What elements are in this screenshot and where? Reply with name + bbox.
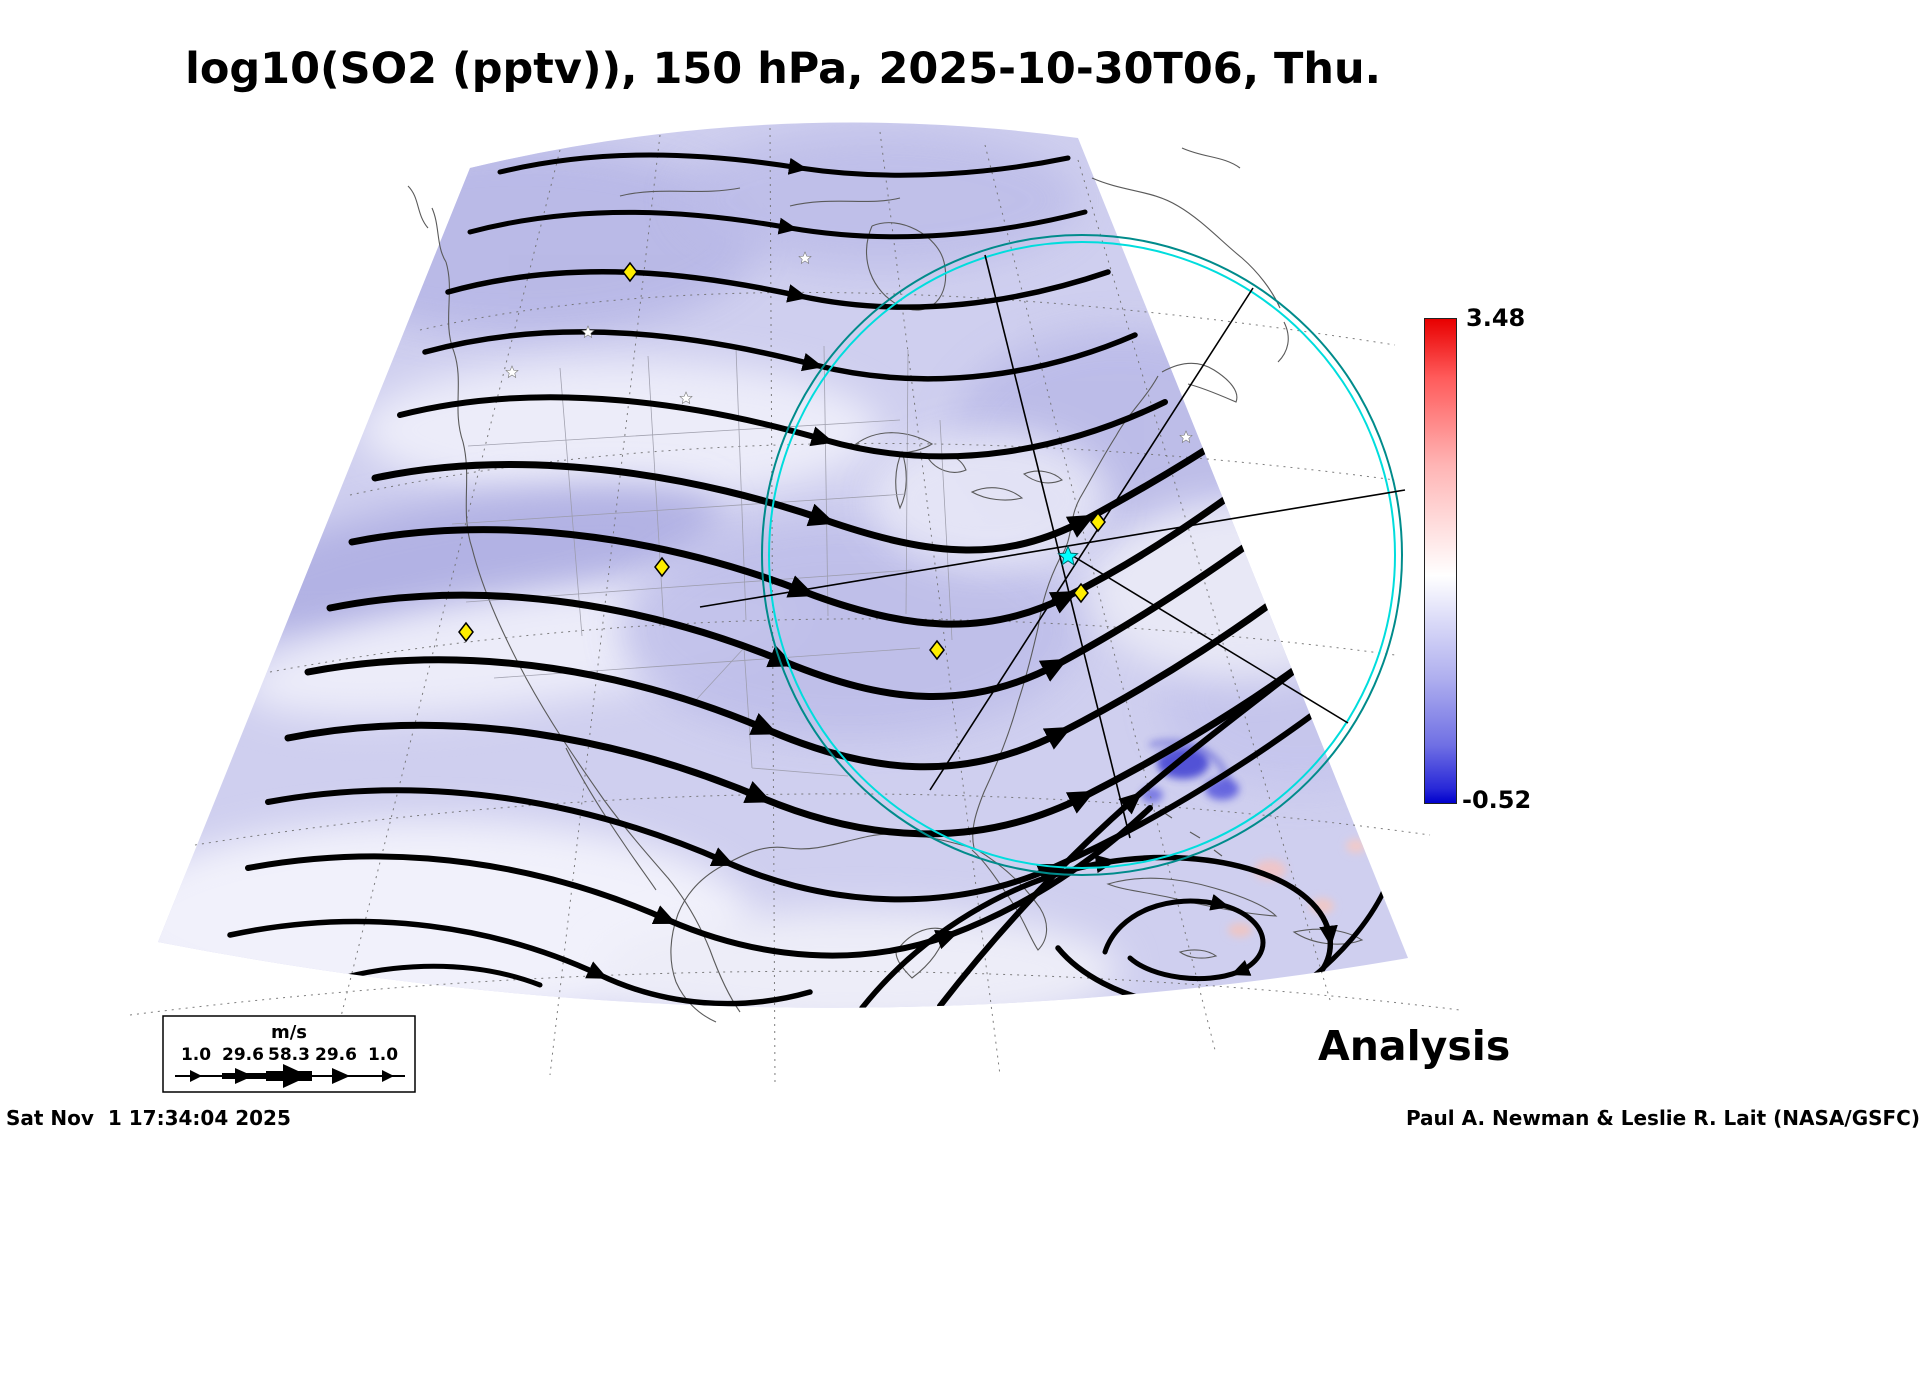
coastline-path <box>619 187 741 197</box>
streamline <box>397 394 1168 460</box>
cross-lines <box>699 254 1406 839</box>
colorbar <box>1424 318 1457 804</box>
coastline-path <box>970 487 1024 501</box>
shading-blob <box>188 484 722 636</box>
diamond-marker <box>1073 582 1089 604</box>
coastline-path <box>1161 362 1238 403</box>
center-star-marker <box>1057 545 1079 566</box>
shading-blob <box>600 910 1120 1008</box>
cross-line <box>1067 552 1349 724</box>
range-circle-outer <box>761 234 1403 876</box>
cross-line <box>699 489 1406 608</box>
range-circle <box>761 234 1403 876</box>
coastline-path <box>1022 470 1063 484</box>
range-circle-inner <box>768 241 1396 869</box>
state-border-line <box>559 345 953 641</box>
streamline <box>227 918 813 1007</box>
wind-legend-value: 1.0 <box>181 1045 211 1065</box>
coastline-path <box>1277 321 1289 363</box>
shading-blob <box>1090 500 1390 680</box>
streamline <box>467 209 1088 240</box>
wind-legend-arrowhead <box>382 1070 394 1082</box>
graticule-line <box>419 291 1396 346</box>
diamond-marker <box>929 639 945 661</box>
graticule-line <box>879 131 1001 1076</box>
coastline-path <box>565 747 657 891</box>
streamline <box>245 805 1153 959</box>
star-marker <box>505 365 519 379</box>
streamline <box>497 152 1071 178</box>
map-base <box>158 122 1408 1008</box>
wind-legend-value: 1.0 <box>368 1045 398 1065</box>
timestamp: Sat Nov 1 17:34:04 2025 <box>6 1106 291 1130</box>
colorbar-min-label: -0.52 <box>1462 786 1532 814</box>
coastline-path <box>1181 147 1241 169</box>
streamline <box>422 329 1138 382</box>
wind-legend-arrowhead <box>235 1068 253 1084</box>
shading-blob <box>620 520 1080 740</box>
streamline <box>1102 894 1266 982</box>
wind-speed-legend: m/s 1.0 29.6 58.3 29.6 1.0 <box>162 1015 416 1093</box>
coastline-path <box>789 197 901 207</box>
streamline <box>284 608 1372 838</box>
coastline-path <box>407 185 429 229</box>
coastline-path <box>865 222 947 311</box>
wind-legend-arrowhead <box>283 1064 309 1088</box>
coastline-path <box>431 207 447 263</box>
state-border-line <box>451 419 921 679</box>
diamond-marker <box>1090 511 1106 533</box>
pink-speck <box>1228 923 1252 937</box>
wind-legend-arrowhead <box>332 1068 350 1084</box>
star-marker <box>1179 430 1193 444</box>
cross-line <box>929 287 1254 791</box>
wind-legend-value: 58.3 <box>268 1045 310 1065</box>
streamline <box>326 504 1302 700</box>
colorbar-max-label: 3.48 <box>1466 304 1526 332</box>
star-marker <box>798 251 812 265</box>
city-stars <box>505 251 1193 566</box>
wind-legend-units: m/s <box>271 1022 307 1043</box>
shading-blob <box>360 360 880 500</box>
coastline-path <box>1091 177 1281 309</box>
diamond-marker <box>458 621 474 643</box>
diamond-marker <box>622 261 638 283</box>
wind-legend-value: 29.6 <box>222 1045 264 1065</box>
diamond-marker <box>654 556 670 578</box>
wind-legend-arrowhead <box>190 1070 202 1082</box>
streamline <box>371 411 1262 554</box>
wind-streamlines <box>227 152 1401 1008</box>
star-marker <box>679 391 693 405</box>
graticule-line <box>329 149 561 1061</box>
pink-speck <box>1346 839 1366 853</box>
analysis-label: Analysis <box>1318 1022 1511 1070</box>
plot-title: log10(SO2 (pptv)), 150 hPa, 2025-10-30T0… <box>185 44 1381 94</box>
credit: Paul A. Newman & Leslie R. Lait (NASA/GS… <box>1405 1106 1920 1130</box>
streamline <box>304 554 1334 771</box>
streamline <box>265 685 1351 903</box>
station-markers <box>458 261 1106 661</box>
cross-line <box>984 254 1131 839</box>
coastline-path <box>675 981 717 1023</box>
star-marker <box>581 325 595 339</box>
streamline <box>445 268 1111 310</box>
wind-legend-value: 29.6 <box>315 1045 357 1065</box>
streamline <box>348 461 1276 628</box>
